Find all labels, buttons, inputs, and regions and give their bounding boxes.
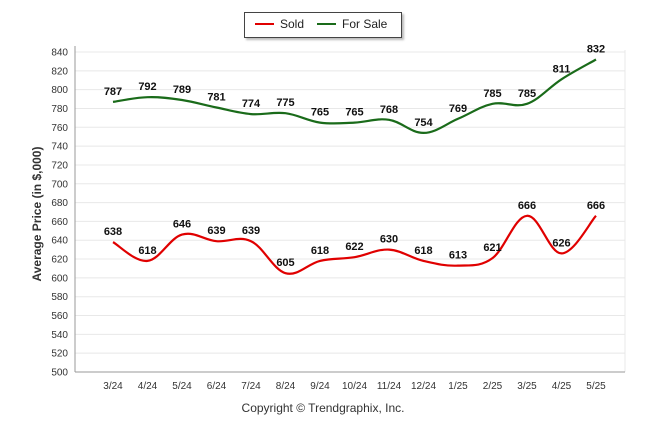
y-tick-label: 740 [51,142,68,153]
data-label-sold: 622 [345,241,363,253]
x-tick-label: 10/24 [342,381,367,392]
data-label-sold: 613 [449,250,467,262]
x-tick-label: 9/24 [310,381,330,392]
x-tick-label: 4/25 [552,381,572,392]
data-label-for-sale: 765 [345,107,363,119]
data-label-sold: 618 [138,245,156,257]
x-tick-label: 4/24 [138,381,158,392]
x-tick-label: 5/24 [172,381,192,392]
data-label-sold: 605 [276,257,294,269]
data-label-for-sale: 811 [553,63,571,75]
x-tick-label: 5/25 [586,381,606,392]
y-tick-label: 720 [51,160,68,171]
legend-label-sold: Sold [280,17,305,31]
data-label-for-sale: 789 [173,84,191,96]
y-tick-label: 760 [51,123,68,134]
data-label-sold: 618 [311,245,329,257]
y-tick-labels: 500 520 540 560 580 600 620 640 660 680 700 720 740 7… [51,48,68,379]
y-tick-label: 500 [51,368,68,379]
data-labels: 638 618 646 639 639 605 618 622 630 618 613 621 666 6… [104,44,605,270]
x-tick-label: 11/24 [377,381,402,392]
data-label-for-sale: 768 [380,104,398,116]
x-tick-labels: 3/24 4/24 5/24 6/24 7/24 8/24 9/24 10/24 11/24 12… [103,381,606,392]
data-label-for-sale: 775 [276,97,294,109]
x-tick-label: 1/25 [448,381,468,392]
x-tick-label: 8/24 [276,381,296,392]
axes [74,46,625,373]
copyright-text: Copyright © Trendgraphix, Inc. [241,401,405,415]
y-tick-label: 560 [51,311,68,322]
data-label-for-sale: 765 [311,107,329,119]
data-label-sold: 630 [380,234,398,246]
y-tick-label: 660 [51,217,68,228]
y-tick-label: 620 [51,255,68,266]
legend-swatch-sold [255,22,274,25]
data-label-sold: 666 [587,200,605,212]
y-tick-label: 780 [51,104,68,115]
legend-swatch-for-sale [317,22,336,25]
grid [75,50,626,373]
legend-label-for-sale: For Sale [342,17,388,31]
legend-item-for-sale[interactable]: For Sale [317,17,387,31]
data-label-for-sale: 769 [449,103,467,115]
x-tick-label: 6/24 [207,381,227,392]
data-label-sold: 639 [242,225,260,237]
data-label-for-sale: 787 [104,86,122,98]
y-tick-label: 840 [51,48,68,59]
series-line-for-sale [112,58,597,135]
data-label-for-sale: 781 [207,92,225,104]
y-tick-label: 800 [51,85,68,96]
series-line-sold [112,214,597,275]
y-tick-label: 580 [51,292,68,303]
x-tick-label: 3/25 [517,381,537,392]
y-axis-label: Average Price (in $,000) [30,147,44,282]
data-label-sold: 666 [518,200,536,212]
data-label-sold: 626 [552,237,570,249]
x-tick-label: 7/24 [241,381,261,392]
series [112,58,597,275]
y-tick-label: 520 [51,349,68,360]
y-tick-label: 540 [51,330,68,341]
y-tick-label: 680 [51,198,68,209]
y-tick-label: 700 [51,179,68,190]
x-tick-label: 12/24 [411,381,436,392]
data-label-sold: 646 [173,219,191,231]
data-label-sold: 639 [207,225,225,237]
data-label-for-sale: 792 [138,81,156,93]
data-label-for-sale: 785 [483,88,501,100]
data-label-sold: 638 [104,226,122,238]
data-label-for-sale: 785 [518,88,536,100]
y-tick-label: 820 [51,66,68,77]
data-label-for-sale: 774 [242,98,261,110]
data-label-for-sale: 754 [414,117,433,129]
legend-item-sold[interactable]: Sold [255,17,304,31]
data-label-sold: 621 [483,242,501,254]
data-label-for-sale: 832 [587,44,605,56]
legend: Sold For Sale [244,12,402,38]
y-tick-label: 640 [51,236,68,247]
y-tick-label: 600 [51,273,68,284]
x-tick-label: 3/24 [103,381,123,392]
data-label-sold: 618 [414,245,432,257]
x-tick-label: 2/25 [483,381,503,392]
